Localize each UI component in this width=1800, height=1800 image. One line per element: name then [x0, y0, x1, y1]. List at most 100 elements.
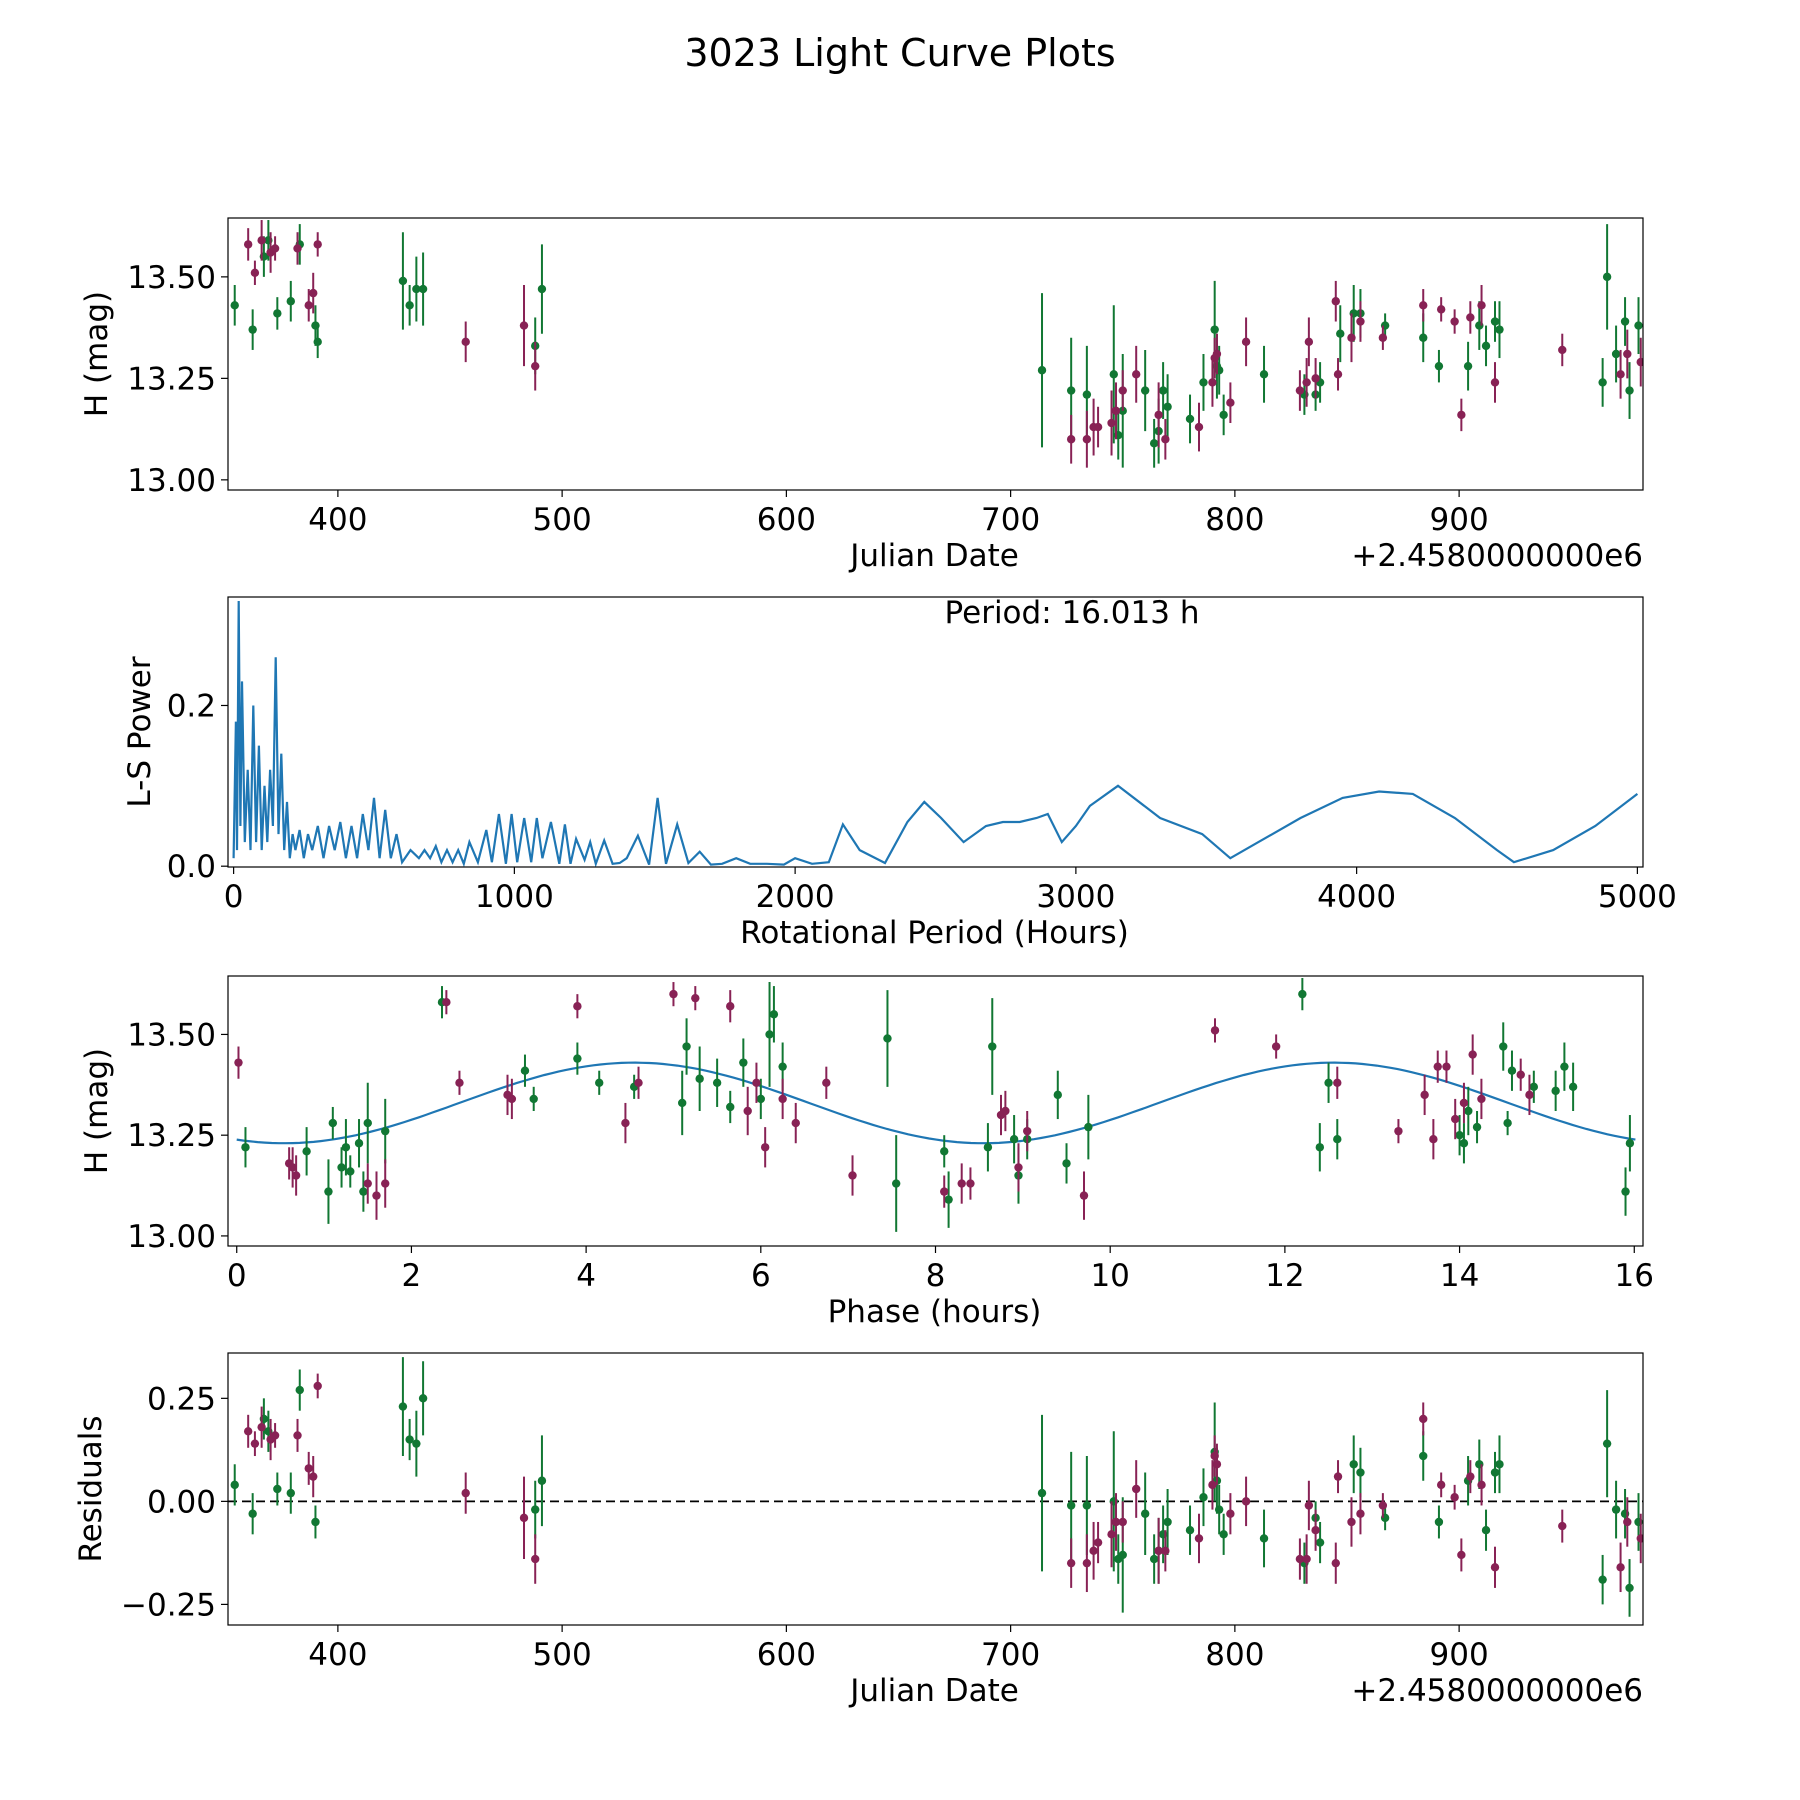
data-point: [1111, 1517, 1121, 1527]
data-point: [519, 1513, 529, 1523]
x-tick-label: 600: [757, 1637, 816, 1673]
data-point: [1062, 1159, 1071, 1168]
plot-area: [234, 978, 1636, 1232]
data-point: [1336, 329, 1345, 338]
data-point: [1333, 1078, 1342, 1087]
data-point: [250, 268, 260, 278]
data-point: [328, 1118, 338, 1128]
data-point: [248, 325, 257, 334]
data-point: [1241, 337, 1251, 347]
data-point: [248, 1509, 257, 1518]
x-tick-label: 400: [308, 1637, 367, 1673]
data-point: [1324, 1078, 1333, 1087]
data-point: [1208, 378, 1217, 387]
data-point: [455, 1078, 464, 1087]
data-point: [1212, 1460, 1222, 1469]
x-axis-label: Julian Date: [848, 1673, 1019, 1709]
data-point: [295, 1385, 304, 1395]
data-point: [520, 1066, 530, 1075]
data-point: [1394, 1126, 1403, 1136]
x-tick-label: 3000: [1036, 879, 1115, 915]
data-point: [1037, 1488, 1047, 1498]
data-point: [1472, 1122, 1482, 1132]
data-point: [1259, 370, 1269, 379]
series-purple-filter: [243, 220, 1643, 468]
x-tick-label: 2000: [756, 879, 835, 915]
data-point: [726, 1002, 735, 1011]
x-tick-label: 0: [224, 879, 244, 915]
data-point: [1625, 1139, 1635, 1148]
data-point: [398, 1402, 408, 1411]
data-point: [519, 321, 529, 330]
data-point: [1419, 1414, 1428, 1424]
x-tick-label: 8: [926, 1258, 946, 1294]
data-point: [250, 1439, 260, 1448]
x-tick-label: 16: [1615, 1258, 1654, 1294]
data-point: [682, 1042, 691, 1051]
data-point: [726, 1102, 735, 1112]
x-axis-label: Julian Date: [848, 538, 1019, 574]
data-point: [293, 1431, 302, 1440]
x-tick-label: 12: [1265, 1258, 1304, 1294]
data-point: [234, 1058, 243, 1067]
data-point: [1466, 1472, 1475, 1481]
data-point: [230, 1480, 239, 1490]
data-point: [1436, 1480, 1446, 1490]
data-point: [1109, 370, 1118, 379]
axes-frame: [227, 596, 1644, 868]
data-point: [739, 1058, 748, 1067]
data-point: [405, 1435, 414, 1444]
data-point: [1457, 410, 1466, 420]
data-point: [363, 1179, 372, 1188]
data-point: [1295, 386, 1305, 395]
y-axis-label: Residuals: [73, 1415, 109, 1562]
data-point: [1349, 1460, 1358, 1469]
data-point: [957, 1179, 966, 1188]
data-point: [1419, 1451, 1428, 1461]
data-point: [273, 1484, 282, 1494]
data-point: [537, 1476, 547, 1485]
data-point: [1037, 366, 1047, 375]
series-green-filter: [241, 978, 1635, 1232]
data-point: [1001, 1106, 1010, 1116]
data-point: [1199, 378, 1208, 387]
data-point: [1107, 418, 1116, 428]
data-point: [1066, 386, 1076, 395]
data-point: [1154, 410, 1163, 420]
data-point: [1623, 349, 1632, 359]
data-point: [1598, 378, 1607, 387]
data-point: [1210, 1026, 1220, 1035]
data-point: [1185, 414, 1195, 424]
x-tick-label: 500: [533, 502, 592, 538]
data-point: [1623, 1517, 1632, 1527]
data-point: [304, 1464, 313, 1473]
data-point: [1304, 337, 1314, 347]
data-point: [1259, 1534, 1269, 1543]
data-point: [531, 1505, 540, 1514]
model-fit-curve: [236, 1061, 1636, 1145]
data-point: [1378, 333, 1388, 342]
data-point: [712, 1078, 722, 1087]
data-point: [270, 1431, 280, 1440]
data-point: [634, 1078, 643, 1087]
data-point: [778, 1094, 787, 1104]
data-point: [304, 301, 313, 310]
data-point: [1616, 370, 1625, 379]
data-point: [621, 1118, 630, 1128]
data-point: [1132, 370, 1141, 379]
data-point: [1455, 1130, 1464, 1140]
axes-frame: [227, 217, 1644, 491]
data-point: [1490, 378, 1500, 387]
data-point: [230, 301, 239, 310]
data-point: [309, 288, 318, 298]
data-point: [669, 989, 678, 999]
data-point: [1194, 1534, 1204, 1543]
data-point: [1490, 1563, 1500, 1572]
panel-phased: 0 2 4 6 8 10 12 14 16 13.00 13.25 13.50 Phase (hours…: [79, 975, 1654, 1330]
data-point: [1084, 1122, 1093, 1132]
data-point: [944, 1195, 953, 1204]
data-point: [1140, 386, 1150, 395]
plot-area: [228, 1357, 1643, 1617]
data-point: [883, 1034, 892, 1043]
